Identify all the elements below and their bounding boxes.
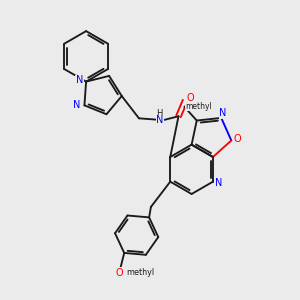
Text: O: O xyxy=(233,134,241,144)
Text: O: O xyxy=(116,268,124,278)
Text: N: N xyxy=(215,178,223,188)
Text: N: N xyxy=(156,115,164,125)
Text: N: N xyxy=(73,100,81,110)
Text: H: H xyxy=(157,110,163,118)
Text: N: N xyxy=(76,75,83,85)
Text: methyl: methyl xyxy=(126,268,154,277)
Text: N: N xyxy=(219,108,226,118)
Text: methyl: methyl xyxy=(186,102,212,111)
Text: O: O xyxy=(187,93,194,103)
